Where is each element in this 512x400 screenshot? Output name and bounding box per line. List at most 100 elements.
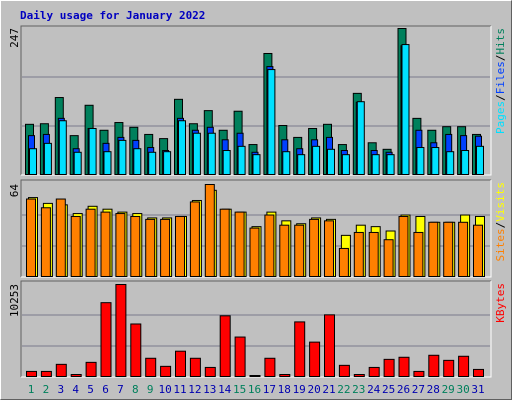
bar (178, 120, 186, 175)
bar (368, 366, 380, 378)
bar (446, 151, 455, 176)
bar (204, 184, 215, 277)
bar (222, 150, 231, 175)
bar (85, 361, 97, 377)
legend-entry: Files (494, 61, 507, 94)
legend-separator: / (494, 222, 507, 229)
bar (264, 357, 276, 378)
bar (219, 315, 231, 378)
bar (279, 374, 291, 378)
bar (338, 247, 349, 277)
x-tick-label: 15 (233, 383, 246, 396)
bar (145, 218, 156, 277)
bar (26, 370, 37, 378)
bar (428, 354, 440, 377)
bar (294, 321, 306, 377)
bar (443, 359, 455, 377)
x-tick-label: 18 (278, 383, 291, 396)
bar (192, 132, 201, 175)
bar (130, 323, 142, 377)
x-tick-label: 2 (43, 383, 50, 396)
legend-entry: Pages (494, 101, 507, 134)
bar (386, 154, 395, 176)
bar (115, 284, 127, 377)
x-tick-label: 7 (117, 383, 124, 396)
x-tick-label: 5 (87, 383, 94, 396)
bar (43, 142, 52, 176)
bar (353, 374, 365, 378)
x-tick-label: 13 (203, 383, 216, 396)
x-tick-label: 12 (188, 383, 201, 396)
bar (356, 101, 365, 175)
bar (73, 151, 82, 175)
x-tick-label: 28 (427, 383, 440, 396)
bar (40, 370, 52, 378)
bar (118, 139, 127, 176)
x-tick-label: 10 (158, 383, 171, 396)
bar (368, 231, 379, 277)
x-tick-label: 17 (263, 383, 276, 396)
bar (413, 370, 425, 378)
bar (130, 215, 141, 277)
x-tick-label: 23 (352, 383, 365, 396)
bar (115, 213, 126, 277)
panel-border-dark (20, 179, 491, 277)
bar (312, 145, 321, 176)
legend-entry: Hits (494, 28, 507, 55)
x-tick-label: 25 (382, 383, 395, 396)
bar (383, 239, 394, 277)
y-tick-label: 10253 (8, 284, 21, 317)
x-tick-label: 11 (173, 383, 186, 396)
legend-separator: / (494, 94, 507, 101)
x-tick-label: 30 (456, 383, 469, 396)
bar (341, 154, 350, 176)
bar (461, 150, 470, 175)
bar (58, 120, 67, 175)
x-tick-label: 14 (218, 383, 232, 396)
bar (249, 375, 261, 377)
x-tick-label: 24 (367, 383, 381, 396)
bar (40, 207, 51, 277)
bar (100, 211, 111, 277)
legend-entry: Visits (494, 182, 507, 222)
legend: Pages/Files/Hits (494, 28, 507, 134)
bar (416, 147, 425, 175)
bar (189, 357, 201, 378)
bar (163, 151, 172, 176)
panel-border-light (21, 281, 492, 378)
bar (401, 44, 410, 175)
bar (473, 224, 483, 277)
bar (234, 336, 246, 378)
legend: KBytes (494, 283, 507, 323)
bar (133, 148, 142, 176)
x-tick-label: 21 (322, 383, 335, 396)
bar (458, 221, 469, 277)
legend-entry: KBytes (494, 283, 507, 323)
bar (398, 215, 409, 277)
bar (327, 148, 335, 176)
bar (26, 198, 36, 277)
bar (383, 358, 395, 378)
bar (234, 211, 245, 277)
legend-separator: / (494, 55, 507, 62)
bar (160, 218, 171, 277)
y-tick-label: 64 (8, 184, 21, 198)
panel (21, 281, 491, 377)
x-tick-label: 27 (412, 383, 425, 396)
bar (252, 154, 261, 176)
bar (88, 127, 97, 176)
bar (264, 214, 275, 277)
bar (29, 148, 37, 176)
x-tick-label: 19 (293, 383, 306, 396)
bar (398, 356, 410, 377)
x-tick-label: 16 (248, 383, 261, 396)
bar (100, 302, 112, 377)
bar (473, 368, 484, 378)
bar (85, 208, 96, 277)
bar (207, 132, 216, 175)
bar (70, 215, 81, 277)
bar (204, 366, 216, 378)
bar (175, 350, 186, 377)
